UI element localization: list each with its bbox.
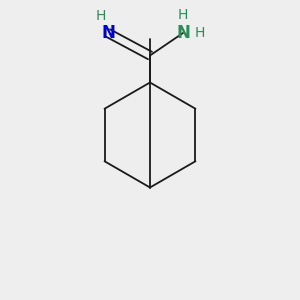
Text: H: H	[95, 9, 106, 22]
Text: H: H	[194, 26, 205, 40]
Text: H: H	[178, 8, 188, 22]
Text: N: N	[176, 24, 190, 42]
Text: N: N	[101, 24, 115, 42]
